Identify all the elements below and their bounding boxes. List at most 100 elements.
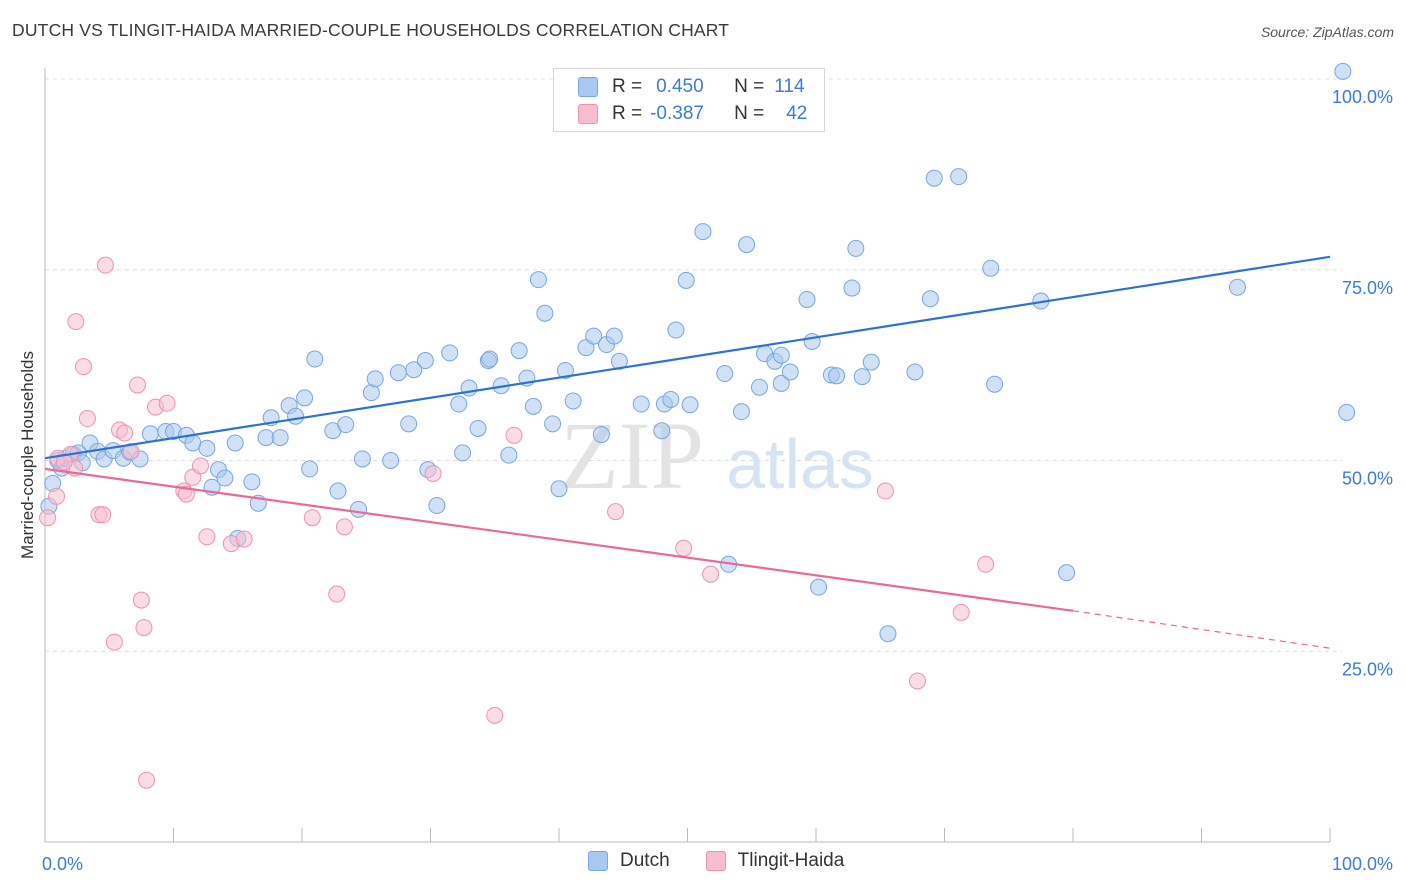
y-tick-label: 50.0% <box>1342 469 1393 489</box>
tlingit-haida-point <box>158 394 176 412</box>
legend-n-label: N = <box>734 103 765 124</box>
dutch-point <box>585 327 603 345</box>
tlingit-haida-point <box>235 530 253 548</box>
tlingit-haida-point <box>78 410 96 428</box>
dutch-point <box>738 236 756 254</box>
y-tick-label: 100.0% <box>1332 87 1393 107</box>
dutch-point <box>906 363 924 381</box>
dutch-point <box>843 279 861 297</box>
dutch-point <box>329 482 347 500</box>
tlingit-haida-point <box>191 457 209 475</box>
dutch-point <box>454 444 472 462</box>
dutch-point <box>986 375 1004 393</box>
tlingit-haida-trend-extension <box>1072 610 1331 649</box>
tlingit-haida-point <box>702 565 720 583</box>
dutch-point <box>921 290 939 308</box>
tlingit-haida-point <box>48 487 66 505</box>
tlingit-haida-point <box>132 591 150 609</box>
legend-row-tlingit-haida: R = -0.387 N = 42 <box>554 100 807 128</box>
legend-n-value: 114 <box>774 76 805 97</box>
dutch-point <box>450 395 468 413</box>
tlingit-haida-point <box>55 453 73 471</box>
y-tick-label: 25.0% <box>1342 659 1393 679</box>
x-tick-label: 100.0% <box>1332 854 1393 874</box>
watermark-zip: ZIP <box>560 402 704 509</box>
tlingit-haida-point <box>177 485 195 503</box>
dutch-point <box>853 368 871 386</box>
dutch-point <box>271 429 289 447</box>
dutch-point <box>544 415 562 433</box>
tlingit-haida-point <box>96 256 114 274</box>
dutch-point <box>772 374 790 392</box>
dutch-point <box>382 452 400 469</box>
legend-r-label: R = <box>612 103 643 124</box>
dutch-point <box>667 321 685 339</box>
dutch-point <box>732 403 750 421</box>
tlingit-haida-point <box>116 424 134 442</box>
dutch-point <box>306 350 324 368</box>
dutch-point <box>141 425 159 443</box>
tlingit-haida-point <box>303 509 321 527</box>
dutch-point <box>257 429 275 447</box>
tlingit-haida-point <box>675 539 693 557</box>
dutch-point <box>564 392 582 410</box>
tlingit-haida-point <box>94 506 112 524</box>
dutch-point <box>828 367 846 385</box>
dutch-point <box>216 469 234 487</box>
tlingit-haida-point <box>67 313 85 331</box>
dutch-point <box>750 378 768 396</box>
dutch-point <box>862 353 880 371</box>
tlingit-haida-point <box>876 482 894 500</box>
y-axis-label: Married-couple Households <box>18 351 37 559</box>
dutch-point <box>694 223 712 241</box>
dutch-point <box>803 332 821 350</box>
dutch-point <box>556 361 574 379</box>
tlingit-haida-point <box>75 358 93 376</box>
legend-row-dutch: R = 0.450 N = 114 <box>554 73 805 101</box>
legend-r-value: 0.450 <box>656 76 704 97</box>
tlingit-haida-point <box>122 442 140 460</box>
dutch-point <box>366 370 384 388</box>
legend-n-value: 42 <box>786 103 808 124</box>
dutch-point <box>353 450 371 468</box>
dutch-point <box>810 578 828 596</box>
tlingit-haida-point <box>952 603 970 621</box>
tlingit-haida-point <box>335 518 353 536</box>
tlingit-haida-point <box>607 503 625 521</box>
tlingit-haida-point <box>909 672 927 690</box>
dutch-point <box>243 473 261 491</box>
dutch-legend-swatch <box>588 851 608 871</box>
watermark-atlas: atlas <box>726 425 874 503</box>
dutch-point <box>301 460 319 478</box>
dutch-point <box>337 416 355 434</box>
dutch-point <box>510 342 528 360</box>
dutch-point <box>781 363 799 381</box>
dutch-point <box>500 446 518 464</box>
dutch-point <box>847 239 865 257</box>
dutch-point <box>681 396 699 414</box>
tlingit-haida-trend-line <box>44 467 1074 612</box>
tlingit-haida-point <box>129 376 147 394</box>
dutch-point <box>925 169 943 187</box>
dutch-point <box>524 397 542 415</box>
tlingit-haida-point <box>39 509 57 527</box>
dutch-point <box>677 271 695 289</box>
legend-r-value: -0.387 <box>650 103 704 124</box>
dutch-point <box>428 497 446 515</box>
dutch-point <box>662 390 680 408</box>
tlingit-haida-point <box>138 771 156 789</box>
y-tick-label: 75.0% <box>1342 278 1393 298</box>
x-tick-label: 0.0% <box>42 854 83 874</box>
tlingit-haida-swatch <box>578 104 598 124</box>
tlingit-haida-point <box>424 464 442 482</box>
legend-r-label: R = <box>612 76 643 97</box>
dutch-point <box>469 419 487 437</box>
dutch-point <box>1338 403 1356 421</box>
dutch-point <box>716 365 734 383</box>
series-legend: Dutch Tlingit-Haida <box>588 850 844 872</box>
dutch-point <box>653 422 671 440</box>
dutch-point <box>287 407 305 425</box>
legend-n-label: N = <box>734 76 765 97</box>
dutch-point <box>296 389 314 407</box>
dutch-point <box>405 361 423 379</box>
